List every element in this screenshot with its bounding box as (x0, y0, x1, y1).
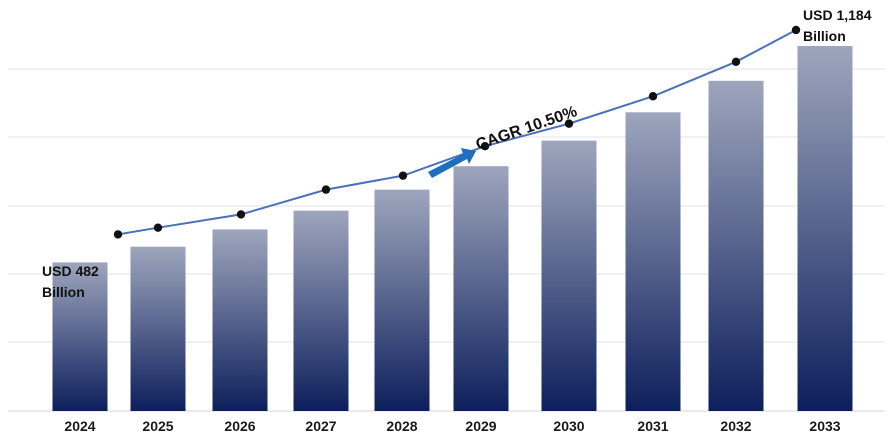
bar-2033 (797, 45, 853, 411)
trend-marker-2026 (236, 210, 246, 219)
x-tick-label-2027: 2027 (305, 418, 336, 434)
trend-markers (113, 25, 801, 239)
x-tick-label-2033: 2033 (809, 418, 840, 434)
trend-marker-2033 (791, 25, 801, 35)
x-tick-label-2032: 2032 (720, 418, 751, 434)
end-value-line1: USD 1,184 (803, 7, 872, 23)
bar-2027 (293, 210, 349, 411)
bar-2029 (453, 166, 509, 411)
x-tick-label-2028: 2028 (386, 418, 417, 434)
bar-2024 (52, 262, 108, 411)
x-tick-label-2030: 2030 (553, 418, 584, 434)
start-value-line1: USD 482 (42, 263, 99, 279)
x-axis-ticks: 2024 2025 2026 2027 2028 2029 2030 2031 2032 2033 (64, 418, 840, 434)
trend-marker-2030 (564, 119, 574, 128)
x-tick-label-2029: 2029 (465, 418, 496, 434)
x-tick-label-2024: 2024 (64, 418, 95, 434)
trend-marker-2024 (113, 230, 123, 239)
bar-2032 (708, 80, 764, 411)
cagr-arrow-icon (428, 148, 476, 178)
bar-2026 (212, 229, 268, 411)
bars (52, 45, 853, 412)
x-tick-label-2031: 2031 (637, 418, 668, 434)
x-tick-label-2025: 2025 (142, 418, 173, 434)
trend-marker-2029 (480, 142, 490, 151)
bar-2031 (625, 112, 681, 412)
end-value-line2: Billion (803, 28, 846, 44)
trend-line (117, 29, 797, 236)
x-tick-label-2026: 2026 (224, 418, 255, 434)
trend-marker-2028 (398, 171, 408, 180)
trend-line-path (117, 29, 797, 236)
trend-marker-2025 (153, 223, 163, 232)
bar-2028 (374, 189, 430, 411)
start-value-line2: Billion (42, 284, 85, 300)
bar-2030 (541, 140, 597, 411)
trend-marker-2032 (731, 57, 741, 67)
trend-marker-2031 (648, 92, 658, 101)
bar-2025 (130, 246, 186, 411)
trend-marker-2027 (321, 185, 331, 194)
